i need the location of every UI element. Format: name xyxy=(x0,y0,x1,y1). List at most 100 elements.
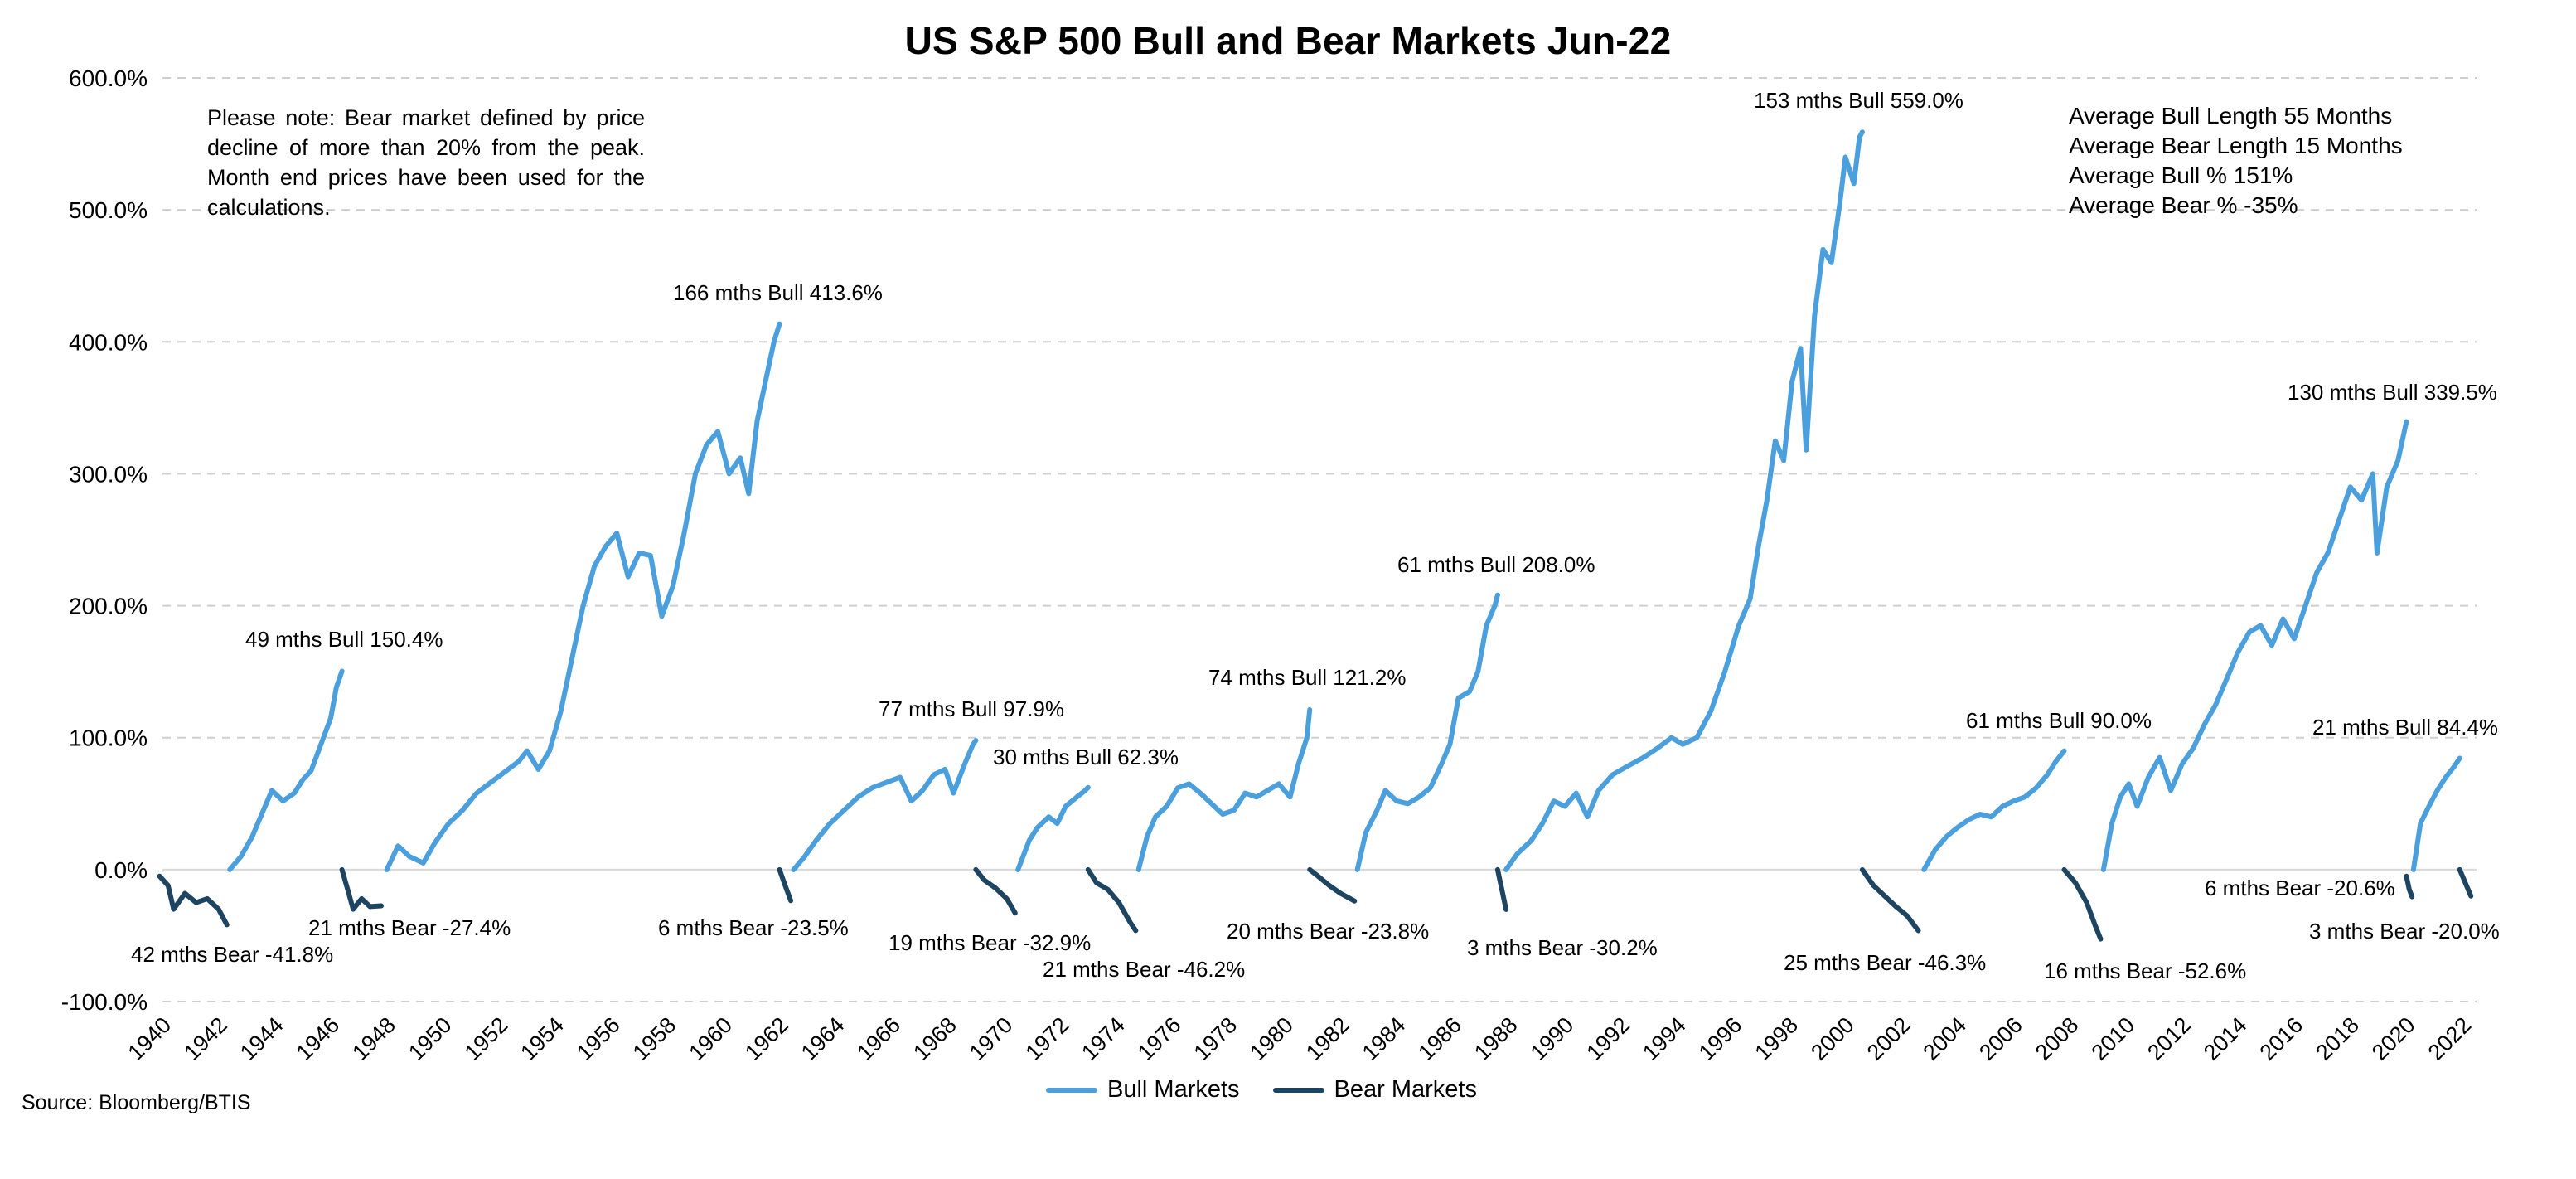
bull-segment-label: 21 mths Bull 84.4% xyxy=(2312,715,2498,740)
segment-labels: 49 mths Bull 150.4% 166 mths Bull 413.6% 7… xyxy=(131,88,2500,983)
bull-market-line xyxy=(1015,784,1091,872)
x-tick-label: 2018 xyxy=(2311,1012,2364,1065)
x-tick-label: 1988 xyxy=(1470,1012,1523,1065)
x-tick-label: 1944 xyxy=(235,1012,288,1065)
y-axis-ticks: 600.0% 500.0% 400.0% 300.0% 200.0% 100.0% 0.0%… xyxy=(61,66,148,1015)
y-tick-label: 300.0% xyxy=(69,461,148,487)
bull-market-line xyxy=(384,321,782,872)
bull-segment-label: 166 mths Bull 413.6% xyxy=(673,280,883,305)
bull-market-line xyxy=(1135,707,1313,872)
x-axis-ticks: 1940 1942 1944 1946 1948 1950 1952 1954 1956 1958… xyxy=(123,1012,2477,1065)
bear-market-line xyxy=(1307,866,1358,904)
bear-segment-label: 6 mths Bear -23.5% xyxy=(658,915,849,940)
legend-label-bear: Bear Markets xyxy=(1334,1076,1477,1103)
bull-market-line xyxy=(1354,592,1500,872)
x-tick-label: 1976 xyxy=(1133,1012,1186,1065)
bear-segment-label: 3 mths Bear -20.0% xyxy=(2309,919,2500,944)
x-tick-label: 1954 xyxy=(516,1012,569,1065)
bear-market-line xyxy=(339,866,384,912)
x-tick-label: 1998 xyxy=(1750,1012,1803,1065)
bull-segment-label: 77 mths Bull 97.9% xyxy=(879,696,1064,721)
bull-segment-label: 61 mths Bull 90.0% xyxy=(1966,708,2152,733)
bull-market-line xyxy=(2410,755,2462,872)
x-tick-label: 1956 xyxy=(572,1012,625,1065)
y-tick-label: 100.0% xyxy=(69,725,148,751)
x-tick-label: 2022 xyxy=(2423,1012,2477,1065)
bull-segment-label: 130 mths Bull 339.5% xyxy=(2288,380,2497,405)
bull-segment-label: 74 mths Bull 121.2% xyxy=(1208,665,1406,690)
bear-market-line xyxy=(777,866,794,904)
bear-market-line xyxy=(1859,866,1921,934)
x-tick-label: 1986 xyxy=(1413,1012,1466,1065)
legend-label-bull: Bull Markets xyxy=(1107,1076,1240,1103)
bull-segment-label: 153 mths Bull 559.0% xyxy=(1754,88,1963,113)
x-tick-label: 1968 xyxy=(908,1012,961,1065)
bull-market-line xyxy=(227,668,345,872)
x-tick-label: 2010 xyxy=(2087,1012,2140,1065)
bear-segment-label: 25 mths Bear -46.3% xyxy=(1784,950,1986,975)
x-tick-label: 1996 xyxy=(1694,1012,1747,1065)
source-note: Source: Bloomberg/BTIS xyxy=(22,1091,251,1114)
avg-bull-length: Average Bull Length 55 Months xyxy=(2069,103,2393,129)
x-tick-label: 2014 xyxy=(2199,1012,2252,1065)
x-tick-label: 1948 xyxy=(347,1012,400,1065)
bear-segment-label: 21 mths Bear -27.4% xyxy=(308,915,511,940)
bear-segment-label: 6 mths Bear -20.6% xyxy=(2205,876,2395,900)
x-tick-label: 2000 xyxy=(1806,1012,1859,1065)
bull-market-line xyxy=(791,738,979,872)
x-tick-label: 2016 xyxy=(2255,1012,2308,1065)
bear-market-line xyxy=(2061,866,2104,942)
bear-market-line xyxy=(973,866,1018,916)
x-tick-label: 1942 xyxy=(179,1012,232,1065)
x-tick-label: 1958 xyxy=(628,1012,681,1065)
x-tick-label: 2006 xyxy=(1974,1012,2027,1065)
series-lines xyxy=(157,129,2474,942)
x-tick-label: 1990 xyxy=(1526,1012,1579,1065)
bear-segment-label: 3 mths Bear -30.2% xyxy=(1467,935,1658,960)
x-tick-label: 1984 xyxy=(1358,1012,1411,1065)
x-tick-label: 1964 xyxy=(797,1012,850,1065)
y-tick-label: 400.0% xyxy=(69,329,148,355)
y-tick-label: 200.0% xyxy=(69,594,148,619)
bear-market-line xyxy=(2457,866,2474,899)
x-tick-label: 1970 xyxy=(965,1012,1018,1065)
x-tick-label: 1972 xyxy=(1021,1012,1074,1065)
bear-market-line xyxy=(1494,866,1509,912)
legend-item-bear: Bear Markets xyxy=(1272,1076,1477,1104)
x-tick-label: 1946 xyxy=(292,1012,345,1065)
x-tick-label: 2002 xyxy=(1862,1012,1915,1065)
chart-title: US S&P 500 Bull and Bear Markets Jun-22 xyxy=(904,19,1672,62)
bull-segment-label: 30 mths Bull 62.3% xyxy=(993,745,1179,769)
bear-segment-label: 21 mths Bear -46.2% xyxy=(1043,957,1245,982)
x-tick-label: 1978 xyxy=(1189,1012,1242,1065)
legend-swatch-bear xyxy=(1272,1087,1324,1093)
legend: Bull Markets Bear Markets xyxy=(1046,1076,1510,1104)
gridlines xyxy=(162,77,2477,1002)
bear-definition-note: Please note: Bear market defined by pric… xyxy=(207,105,645,220)
x-tick-label: 1940 xyxy=(123,1012,177,1065)
y-tick-label: 500.0% xyxy=(69,197,148,223)
bear-segment-label: 16 mths Bear -52.6% xyxy=(2044,958,2246,983)
x-tick-label: 1994 xyxy=(1638,1012,1691,1065)
avg-bear-pct: Average Bear % -35% xyxy=(2069,192,2298,218)
x-tick-label: 1980 xyxy=(1245,1012,1298,1065)
avg-bull-pct: Average Bull % 151% xyxy=(2069,163,2293,188)
x-tick-label: 1952 xyxy=(460,1012,513,1065)
x-tick-label: 1974 xyxy=(1077,1012,1130,1065)
bull-segment-label: 61 mths Bull 208.0% xyxy=(1397,552,1595,577)
x-tick-label: 2008 xyxy=(2031,1012,2084,1065)
x-tick-label: 1950 xyxy=(404,1012,457,1065)
x-tick-label: 1962 xyxy=(740,1012,793,1065)
bear-segment-label: 42 mths Bear -41.8% xyxy=(131,942,333,967)
legend-swatch-bull xyxy=(1046,1087,1097,1093)
y-tick-label: -100.0% xyxy=(61,989,148,1015)
y-tick-label: 0.0% xyxy=(94,857,148,883)
x-tick-label: 2020 xyxy=(2367,1012,2420,1065)
x-tick-label: 2012 xyxy=(2143,1012,2196,1065)
bull-market-line xyxy=(1921,748,2067,872)
legend-item-bull: Bull Markets xyxy=(1046,1076,1240,1104)
x-tick-label: 1982 xyxy=(1301,1012,1354,1065)
avg-bear-length: Average Bear Length 15 Months xyxy=(2069,133,2403,158)
x-tick-label: 1966 xyxy=(852,1012,905,1065)
